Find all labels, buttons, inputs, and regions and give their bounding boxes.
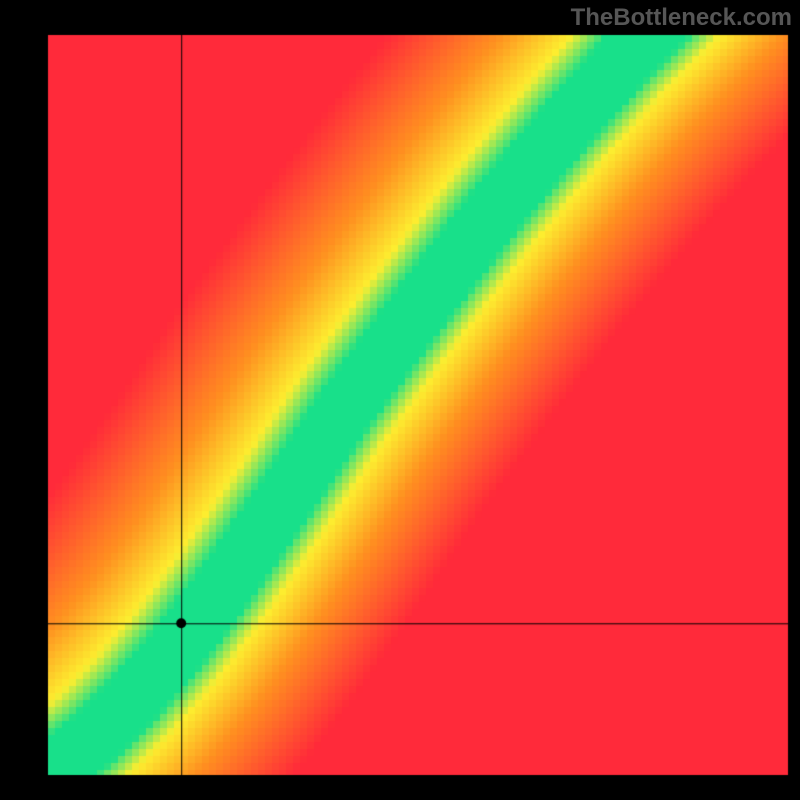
bottleneck-heatmap bbox=[0, 0, 800, 800]
watermark-text: TheBottleneck.com bbox=[571, 4, 792, 32]
